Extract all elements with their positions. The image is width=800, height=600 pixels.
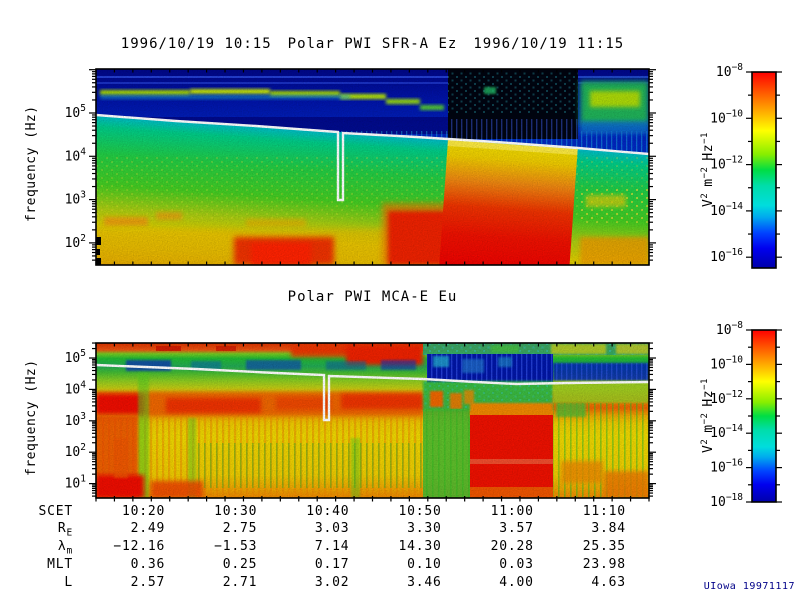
freq-axis-label-bottom: frequency (Hz) bbox=[24, 359, 39, 476]
colorbar-unit-label-top: V2 m−2 Hz−1 bbox=[700, 132, 716, 207]
table-cell: 2.57 bbox=[131, 575, 166, 590]
table-cell: 23.98 bbox=[583, 557, 626, 572]
svg-text:10−16: 10−16 bbox=[710, 458, 743, 476]
table-cell: 10:20 bbox=[122, 504, 165, 519]
table-cell: 11:10 bbox=[583, 504, 626, 519]
unit-hz-exp: −1 bbox=[700, 378, 710, 390]
colorbar-sfr: 10−8 10−10 10−12 10−14 10−16 bbox=[710, 62, 782, 269]
table-cell: 4.00 bbox=[499, 575, 534, 590]
end-datetime: 1996/10/19 11:15 bbox=[473, 36, 625, 52]
unit-m: m bbox=[701, 424, 716, 433]
row-label: SCET bbox=[38, 504, 73, 519]
unit-hz-exp: −1 bbox=[700, 132, 710, 144]
table-cell: 11:00 bbox=[491, 504, 534, 519]
svg-text:101: 101 bbox=[65, 474, 87, 492]
unit-v: V bbox=[701, 198, 716, 207]
table-cell: 10:40 bbox=[306, 504, 349, 519]
table-cell: 25.35 bbox=[583, 539, 626, 554]
svg-text:10−8: 10−8 bbox=[716, 62, 743, 80]
table-cell: 3.30 bbox=[407, 521, 442, 536]
unit-m-exp: −2 bbox=[700, 412, 710, 425]
svg-text:10−10: 10−10 bbox=[710, 354, 743, 372]
svg-text:103: 103 bbox=[65, 190, 86, 208]
table-cell: −12.16 bbox=[113, 539, 165, 554]
colorbar-mca: 10−8 10−10 10−12 10−14 10−16 10−18 bbox=[710, 320, 782, 510]
unit-hz: Hz bbox=[701, 143, 716, 161]
svg-text:105: 105 bbox=[65, 348, 86, 366]
unit-m-exp: −2 bbox=[700, 166, 710, 179]
svg-text:10−12: 10−12 bbox=[710, 389, 743, 407]
unit-v-exp: 2 bbox=[700, 438, 710, 445]
svg-text:105: 105 bbox=[65, 103, 86, 121]
row-label: L bbox=[64, 575, 73, 590]
table-cell: 3.02 bbox=[315, 575, 350, 590]
svg-text:10−10: 10−10 bbox=[710, 108, 743, 126]
table-cell: 0.36 bbox=[131, 557, 166, 572]
unit-hz: Hz bbox=[701, 389, 716, 407]
svg-text:10−14: 10−14 bbox=[710, 423, 743, 441]
table-cell: 2.71 bbox=[223, 575, 258, 590]
table-cell: 0.25 bbox=[223, 557, 258, 572]
table-cell: 10:50 bbox=[398, 504, 441, 519]
svg-text:102: 102 bbox=[65, 442, 86, 460]
svg-text:10−12: 10−12 bbox=[710, 155, 743, 173]
spectrogram-panel-mca: 105 104 103 102 101 bbox=[65, 342, 656, 502]
table-cell: 3.03 bbox=[315, 521, 350, 536]
unit-m: m bbox=[701, 178, 716, 187]
table-cell: 4.63 bbox=[591, 575, 626, 590]
table-cell: 2.75 bbox=[223, 521, 258, 536]
unit-v-exp: 2 bbox=[700, 192, 710, 199]
credit-stamp: UIowa 19971117 bbox=[703, 581, 795, 592]
table-cell: 7.14 bbox=[315, 539, 350, 554]
table-cell: 0.03 bbox=[499, 557, 534, 572]
row-label: RE bbox=[58, 521, 73, 539]
svg-text:104: 104 bbox=[65, 379, 87, 397]
unit-v: V bbox=[701, 444, 716, 453]
table-cell: 0.10 bbox=[407, 557, 442, 572]
table-cell: 3.46 bbox=[407, 575, 442, 590]
svg-text:104: 104 bbox=[65, 146, 87, 164]
table-cell: 3.57 bbox=[499, 521, 534, 536]
colorbar-unit-label-bottom: V2 m−2 Hz−1 bbox=[700, 378, 716, 453]
table-cell: 0.17 bbox=[315, 557, 350, 572]
freq-axis-label-top: frequency (Hz) bbox=[24, 105, 39, 222]
table-cell: 14.30 bbox=[398, 539, 441, 554]
svg-text:10−16: 10−16 bbox=[710, 247, 743, 265]
svg-text:10−14: 10−14 bbox=[710, 201, 743, 219]
table-cell: 10:30 bbox=[214, 504, 257, 519]
table-cell: −1.53 bbox=[214, 539, 257, 554]
bottom-instrument-label: Polar PWI MCA-E Eu bbox=[287, 289, 458, 305]
bottom-panel-title: Polar PWI MCA-E Eu bbox=[96, 289, 649, 305]
svg-text:103: 103 bbox=[65, 411, 86, 429]
top-panel-title: 1996/10/19 10:15 Polar PWI SFR-A Ez 1996/1… bbox=[96, 36, 649, 52]
top-instrument-label: Polar PWI SFR-A Ez bbox=[287, 36, 458, 52]
table-cell: 2.49 bbox=[131, 521, 166, 536]
start-datetime: 1996/10/19 10:15 bbox=[120, 36, 272, 52]
ephemeris-table: SCET 10:20 10:30 10:40 10:50 11:00 11:10 RE 2.49… bbox=[38, 504, 625, 590]
row-label: MLT bbox=[47, 557, 73, 572]
table-cell: 20.28 bbox=[491, 539, 534, 554]
spectrogram-panel-sfr: 105 104 103 102 bbox=[65, 68, 656, 266]
table-cell: 3.84 bbox=[591, 521, 626, 536]
svg-text:10−18: 10−18 bbox=[710, 492, 743, 510]
svg-text:102: 102 bbox=[65, 233, 86, 251]
row-label: λm bbox=[58, 539, 73, 557]
svg-text:10−8: 10−8 bbox=[716, 320, 743, 338]
